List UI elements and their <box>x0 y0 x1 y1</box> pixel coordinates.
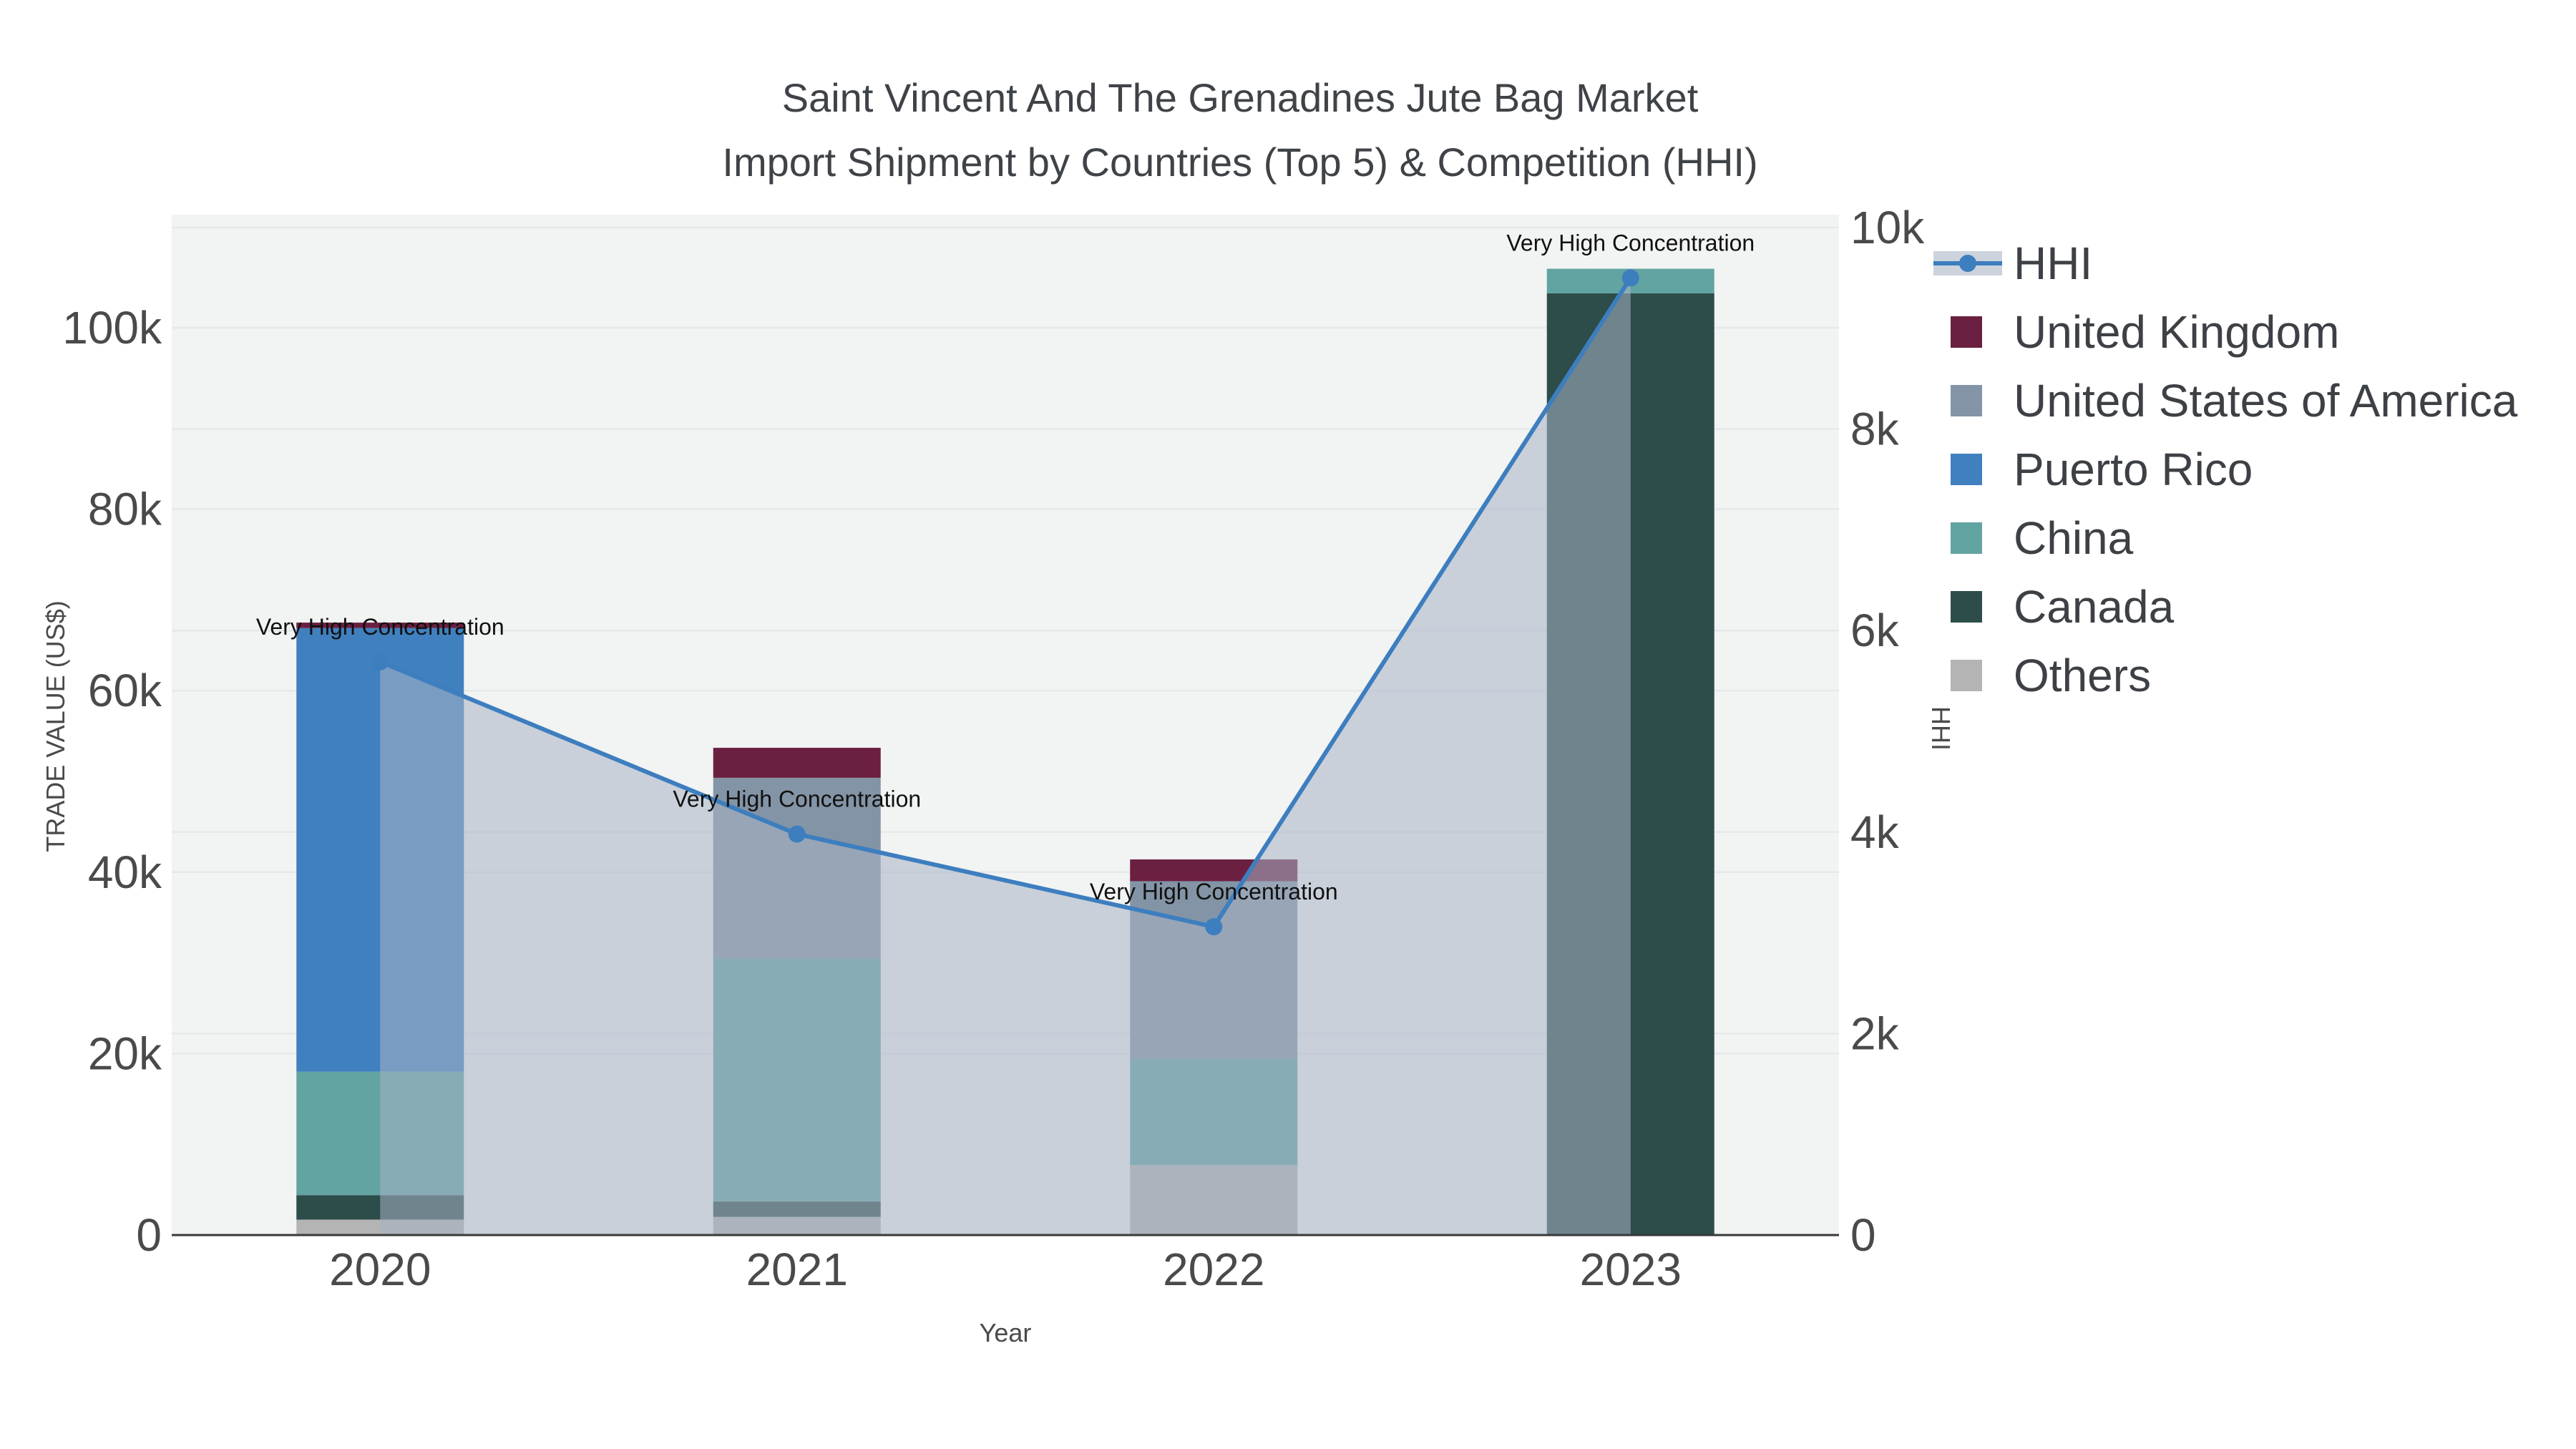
annotation-label: Very High Concentration <box>1090 879 1338 904</box>
legend-item-united-states-of-america[interactable]: United States of America <box>1932 366 2517 435</box>
annotation-label: Very High Concentration <box>673 786 921 812</box>
hhi-line[interactable] <box>379 276 1633 930</box>
y2-tick-label: 0 <box>1850 1209 1876 1261</box>
annotations: Very High Concentration Very High Concent… <box>256 230 1755 904</box>
x-tick-label: 2021 <box>746 1244 848 1295</box>
legend-label: Canada <box>2014 581 2175 633</box>
chart-title-line1: Saint Vincent And The Grenadines Jute Ba… <box>781 75 1699 120</box>
hhi-area <box>380 278 1631 1235</box>
y1-tick-label: 60k <box>88 665 162 716</box>
legend-label: Others <box>2014 650 2152 701</box>
y2-tick-label: 6k <box>1850 605 1900 656</box>
legend-label: China <box>2014 512 2134 564</box>
hhi-legend-marker <box>1959 255 1976 272</box>
legend-label: United Kingdom <box>2014 306 2340 358</box>
x-tick-label: 2022 <box>1163 1244 1264 1295</box>
legend-swatch-icon <box>1932 316 2004 348</box>
hhi-line-icon <box>1932 251 2004 275</box>
legend-item-hhi[interactable]: HHI <box>1932 229 2517 298</box>
y2-axis-title: HHI <box>1926 706 1956 751</box>
y1-tick-label: 20k <box>88 1028 162 1079</box>
legend-swatch-icon <box>1932 591 2004 623</box>
y1-tick-label: 0 <box>136 1209 162 1261</box>
y2-tick-label: 10k <box>1850 202 1925 253</box>
chart-title-line2: Import Shipment by Countries (Top 5) & C… <box>722 140 1758 185</box>
legend-label: United States of America <box>2014 375 2518 426</box>
chart-legend: HHI United Kingdom United States of Americ… <box>1932 229 2517 710</box>
legend-color-swatch <box>1951 385 1982 416</box>
legend-item-united-kingdom[interactable]: United Kingdom <box>1932 298 2517 366</box>
x-tick-label: 2020 <box>329 1244 431 1295</box>
legend-color-swatch <box>1951 660 1982 691</box>
x-axis-title: Year <box>980 1318 1032 1347</box>
hhi-legend-band <box>1933 251 2002 275</box>
legend-color-swatch <box>1951 522 1982 554</box>
bar-segment-united-kingdom-2021[interactable] <box>713 748 881 778</box>
legend-item-china[interactable]: China <box>1932 504 2517 572</box>
y2-tick-label: 2k <box>1850 1008 1900 1059</box>
legend-color-swatch <box>1951 591 1982 623</box>
annotation-label: Very High Concentration <box>1506 230 1755 255</box>
legend-label: Puerto Rico <box>2014 444 2253 495</box>
legend-item-others[interactable]: Others <box>1932 641 2517 710</box>
hhi-marker-2020[interactable] <box>371 653 389 670</box>
x-tick-label: 2023 <box>1580 1244 1682 1295</box>
legend-item-canada[interactable]: Canada <box>1932 572 2517 641</box>
y-axis-title: TRADE VALUE (US$) <box>41 600 70 852</box>
legend-color-swatch <box>1951 316 1982 348</box>
legend-swatch-icon <box>1932 522 2004 554</box>
legend-item-puerto-rico[interactable]: Puerto Rico <box>1932 435 2517 504</box>
y1-tick-label: 80k <box>88 484 162 535</box>
y2-tick-label: 8k <box>1850 404 1900 455</box>
chart-title: Saint Vincent And The Grenadines Jute Ba… <box>722 66 1757 195</box>
legend-color-swatch <box>1951 454 1982 485</box>
legend-swatch-icon <box>1932 660 2004 691</box>
hhi-marker-2021[interactable] <box>788 825 806 843</box>
axis-tick-labels: 0 20k 40k 60k 80k 100k 0 2k 4k 6k 8k 10k 2020 2021 202… <box>62 202 1925 1295</box>
legend-swatch-icon <box>1932 385 2004 416</box>
hhi-area-fill <box>380 278 1631 1235</box>
bar-segment-united-kingdom-2020[interactable] <box>296 623 464 628</box>
annotation-label: Very High Concentration <box>256 614 504 640</box>
hhi-marker-2022[interactable] <box>1205 918 1223 936</box>
y1-tick-label: 100k <box>62 302 162 353</box>
hhi-marker-2023[interactable] <box>1621 269 1639 287</box>
y1-tick-label: 40k <box>88 847 162 898</box>
legend-label: HHI <box>2014 238 2093 289</box>
hhi-line-series <box>371 269 1639 936</box>
y2-tick-label: 4k <box>1850 806 1900 858</box>
legend-swatch-icon <box>1932 454 2004 485</box>
